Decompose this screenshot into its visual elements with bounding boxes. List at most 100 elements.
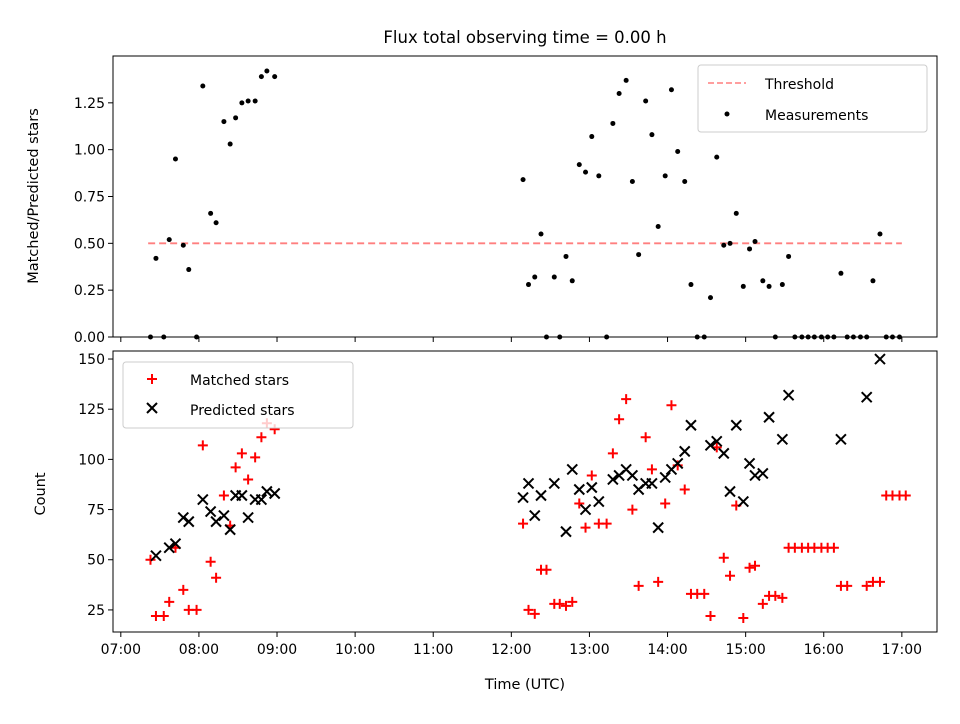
matched-star-point [874,576,885,587]
predicted-star-point [573,483,585,496]
measurement-point [747,246,753,252]
matched-star-point [145,554,156,565]
bottom-legend-box [122,361,354,429]
bottom-y-tick-label: 25 [87,603,105,619]
predicted-star-point [626,469,639,482]
predicted-star-point [776,433,789,446]
predicted-star-point [730,419,742,431]
chart-title: Flux total observing time = 0.00 h [383,28,666,47]
measurement-point [258,74,264,80]
measurement-point [714,154,720,160]
matched-star-point [607,448,618,459]
predicted-star-point [163,541,175,554]
bottom-plot-area [145,353,911,623]
x-tick-label: 10:00 [335,642,375,658]
predicted-star-point [183,515,195,528]
measurement-point [563,253,569,259]
matched-star-point [646,464,657,475]
measurement-point [208,210,214,216]
top-y-tick-label: 1.25 [74,96,105,112]
measurement-point [583,169,589,175]
predicted-star-point [566,463,578,476]
predicted-legend-marker [146,402,158,414]
predicted-star-point [711,435,723,448]
measurement-point [576,162,582,168]
predicted-star-point [646,477,658,490]
measurement-point [569,278,575,284]
top-y-axis-label: Matched/Predicted stars [26,108,42,284]
matched-legend-marker [147,374,157,384]
predicted-star-point [522,477,535,490]
measurement-point [649,132,655,138]
top-x-ticks [120,337,903,342]
measurement-point [610,120,616,126]
measurement-point [655,223,661,229]
x-tick-label: 16:00 [804,642,844,658]
matched-star-point [777,592,788,603]
measurement-point [877,231,883,237]
matched-star-point [561,600,572,611]
matched-star-point [256,432,267,443]
measurement-point [779,282,785,288]
x-tick-label: 07:00 [101,642,141,658]
predicted-star-point [671,457,684,470]
measurement-point [532,274,538,280]
bottom-y-tick-label: 100 [78,452,105,468]
measurement-point [616,90,622,96]
matched-star-point [197,440,208,451]
measurement-point [870,278,876,284]
bottom-y-axis-label: Count [33,472,49,515]
predicted-star-point [737,495,750,508]
predicted-star-point [718,447,730,460]
measurement-point [227,141,233,147]
x-tick-label: 11:00 [413,642,453,658]
predicted-star-point [255,493,268,506]
top-legend: Threshold Measurements [697,64,928,133]
measurement-point [186,267,192,273]
measurement-point [636,252,642,258]
matched-star-point [861,580,872,591]
x-tick-label: 08:00 [179,642,219,658]
predicted-star-point [169,537,182,550]
bottom-legend: Matched stars Predicted stars [122,361,354,429]
predicted-star-point [593,495,605,508]
matched-star-point [718,552,729,563]
matched-star-point [191,604,202,615]
predicted-star-point [177,511,190,524]
predicted-star-point [150,550,162,562]
matched-star-point [699,588,710,599]
measurement-point [272,74,278,80]
bottom-y-tick-label: 150 [78,352,105,368]
matched-star-point [750,560,761,571]
measurement-point [596,173,602,179]
measurement-point [707,295,713,301]
matched-star-point [211,572,222,583]
measurement-point [551,274,557,280]
predicted-star-point [218,509,230,522]
predicted-star-point [517,491,529,504]
predicted-star-point [529,509,541,522]
predicted-star-point [679,445,691,458]
measurements-legend-marker [724,111,730,117]
matched-star-point [580,522,591,533]
predicted-star-point [704,439,717,452]
matched-star-point [738,612,749,623]
matched-star-point [666,400,677,411]
matched-star-point [158,610,169,621]
top-y-tick-label: 0.50 [74,236,105,252]
measurements-legend-label: Measurements [765,108,868,124]
predicted-star-point [579,503,592,516]
matched-star-point [518,518,529,529]
matched-star-point [614,414,625,425]
measurement-point [153,255,159,261]
predicted-star-point [236,489,248,502]
bottom-y-ticks: 25 50 75 100 125 150 [78,352,113,619]
matched-star-point [828,542,839,553]
measurement-point [688,282,694,288]
matched-star-point [679,484,690,495]
measurement-point [245,98,251,104]
predicted-star-point [724,485,736,498]
x-tick-label: 17:00 [882,642,922,658]
bottom-x-ticks: 07:00 08:00 09:00 10:00 11:00 12:00 13:00 14:00… [101,632,922,658]
matched-star-point [744,562,755,573]
